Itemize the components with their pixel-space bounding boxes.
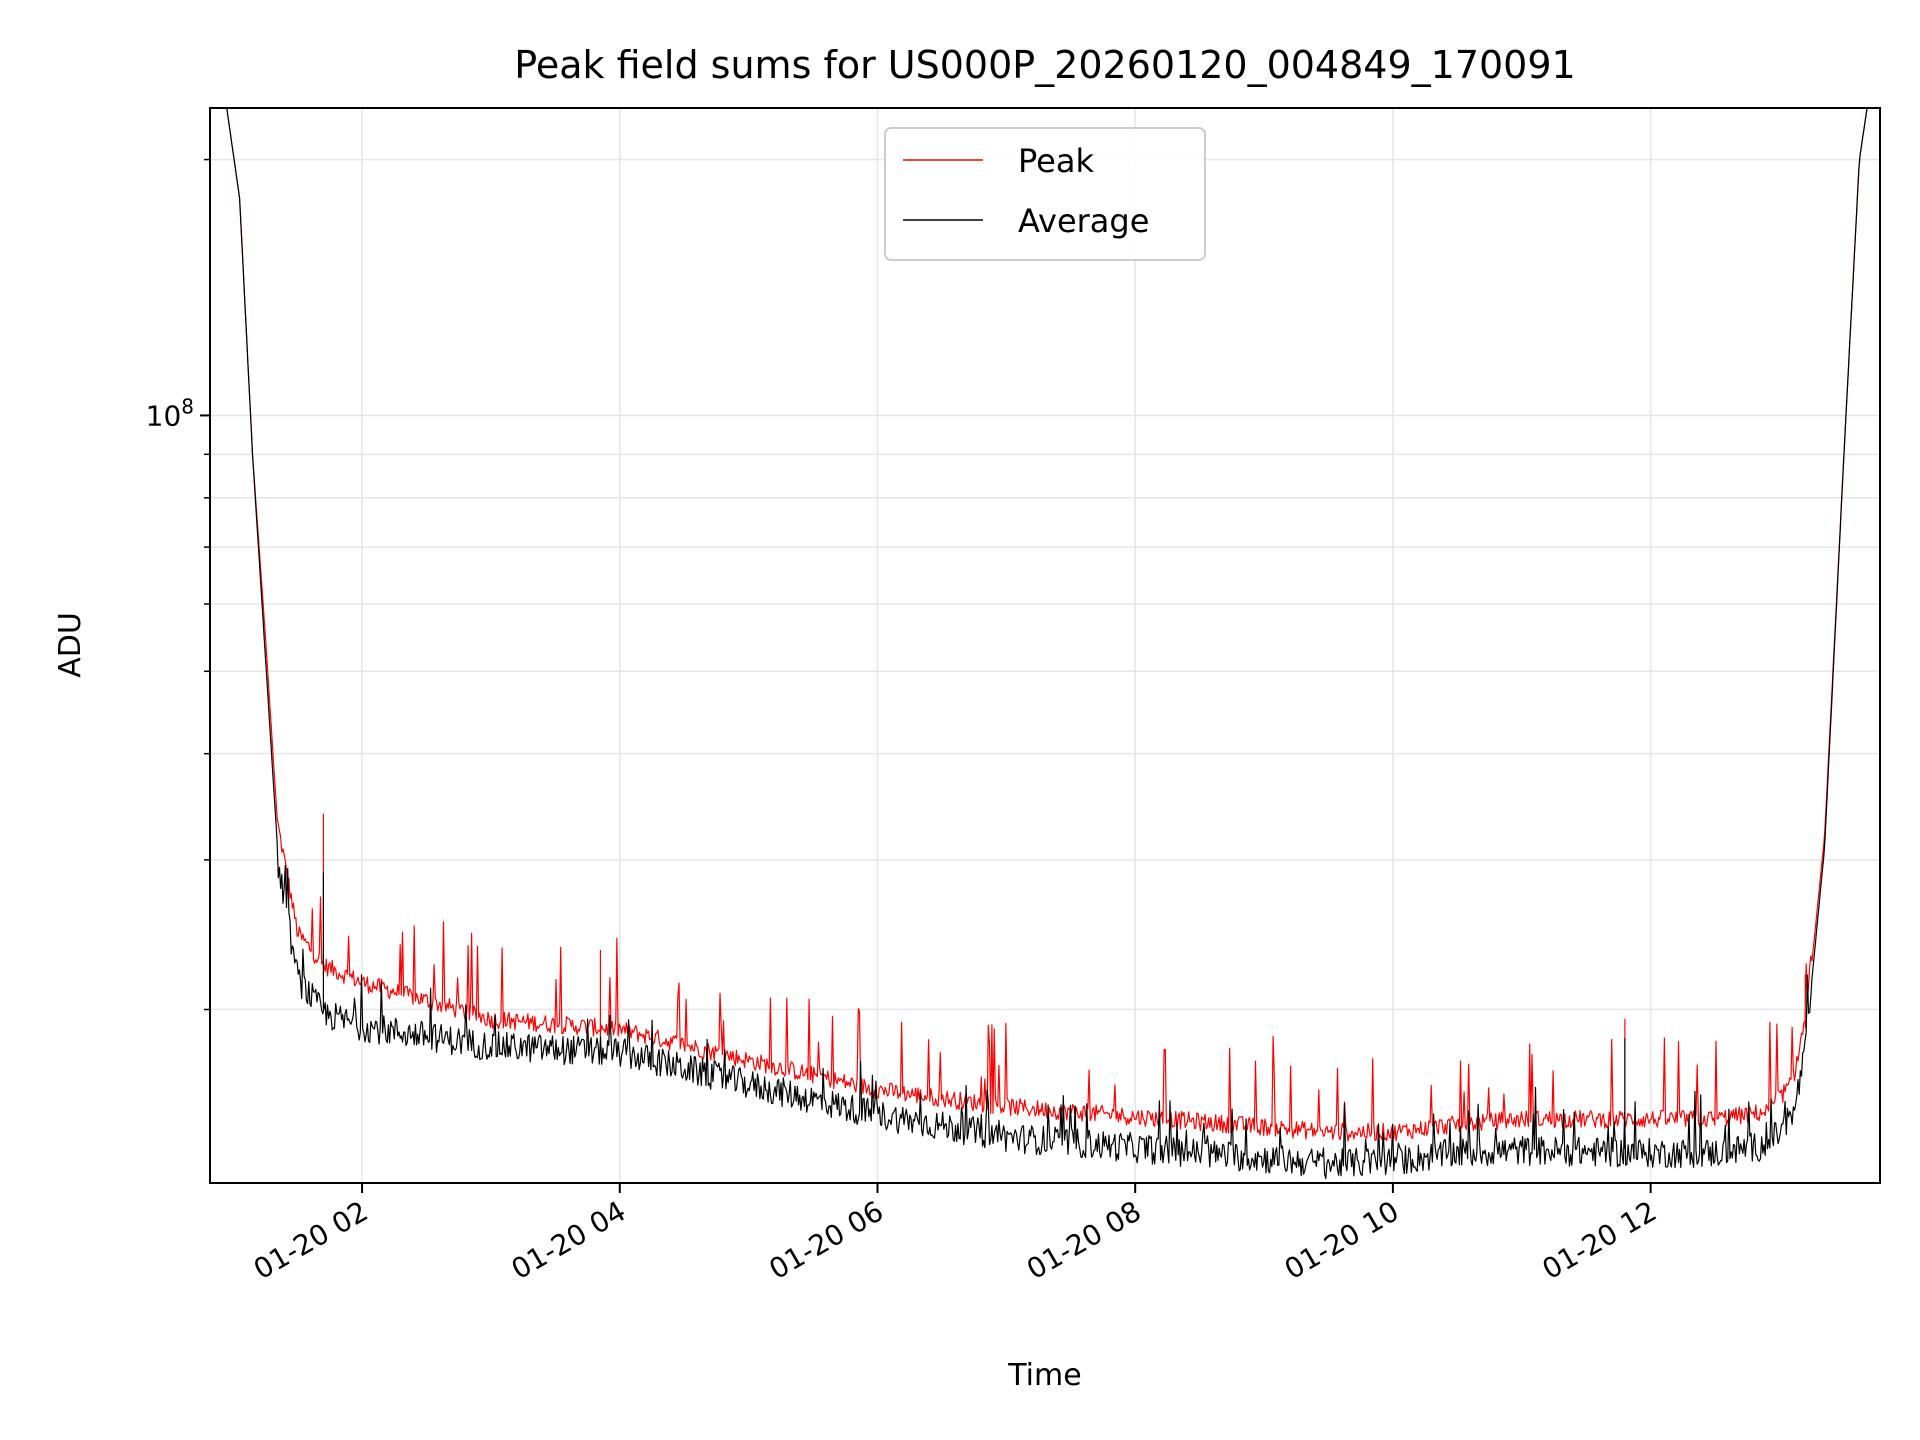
- y-tick-label: 108: [146, 394, 194, 432]
- y-axis: 108: [146, 158, 210, 1011]
- legend-average-label: Average: [1018, 202, 1149, 240]
- chart-title: Peak field sums for US000P_20260120_0048…: [514, 43, 1575, 87]
- series-average-line: [226, 107, 1868, 1180]
- y-axis-label: ADU: [53, 612, 88, 678]
- legend-box: [884, 127, 1206, 261]
- plot-frame: [209, 107, 1881, 1184]
- legend: Peak Average: [884, 127, 1206, 261]
- legend-peak-label: Peak: [1018, 142, 1094, 180]
- series-layer: [226, 107, 1868, 1180]
- x-axis-label: Time: [1007, 1358, 1081, 1393]
